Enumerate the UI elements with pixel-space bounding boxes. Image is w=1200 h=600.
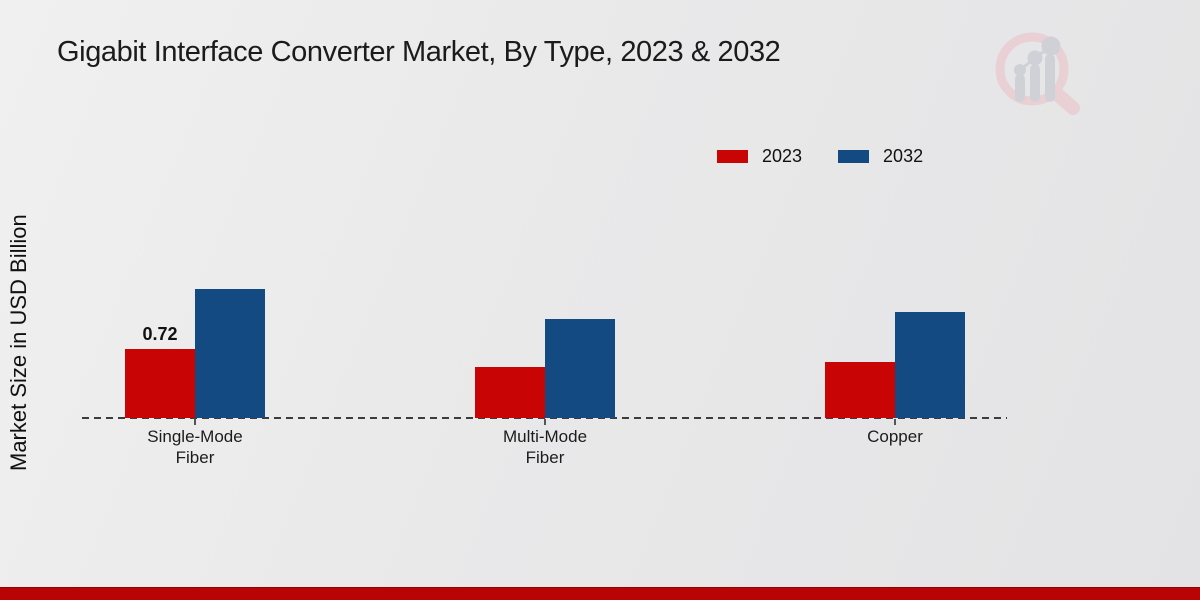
legend-swatch-2023 — [717, 150, 748, 163]
legend-label-2032: 2032 — [883, 146, 924, 166]
bar-2023-single-mode-fiber — [125, 349, 195, 418]
x-axis-category-label-copper: Copper — [867, 427, 923, 446]
legend-item-2032: 2032 — [838, 146, 923, 167]
footer-band — [0, 587, 1200, 600]
magnifier-bar-chart-logo — [995, 32, 1080, 115]
x-axis-baseline — [82, 417, 1007, 419]
bar-value-label-2023-single-mode-fiber: 0.72 — [142, 324, 178, 344]
legend-swatch-2032 — [838, 150, 870, 163]
bar-2032-multi-mode-fiber — [545, 319, 615, 418]
legend-label-2023: 2023 — [762, 146, 803, 166]
legend-item-2023: 2023 — [717, 146, 802, 167]
x-axis-tick-multi-mode-fiber — [544, 419, 546, 425]
chart-title: Gigabit Interface Converter Market, By T… — [57, 36, 781, 68]
legend: 2023 2032 — [717, 146, 923, 167]
x-axis-category-label-single-mode-fiber: Single-Mode Fiber — [147, 427, 243, 467]
x-axis-category-label-multi-mode-fiber: Multi-Mode Fiber — [502, 427, 588, 467]
bar-2032-copper — [895, 312, 965, 418]
bar-2032-single-mode-fiber — [195, 289, 265, 418]
bar-2023-multi-mode-fiber — [475, 367, 545, 418]
x-axis-tick-single-mode-fiber — [194, 419, 196, 425]
bar-2023-copper — [825, 362, 895, 418]
x-axis-tick-copper — [894, 419, 896, 425]
